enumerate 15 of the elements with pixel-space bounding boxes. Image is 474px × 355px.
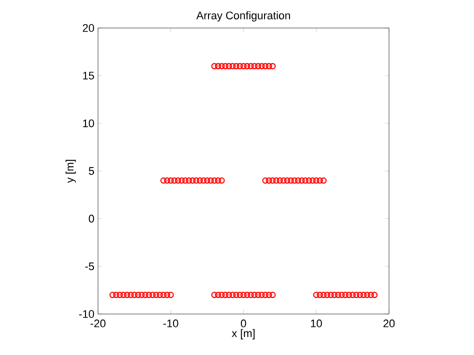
y-axis-title: y [m]	[66, 160, 76, 183]
x-tick-label: 10	[310, 320, 322, 328]
y-tick-label: -5	[85, 262, 94, 270]
y-tick-label: 0	[88, 214, 94, 223]
x-tick-label: -20	[90, 320, 106, 328]
y-tick-label: 10	[83, 119, 94, 128]
x-tick-label: 0	[240, 320, 246, 328]
x-tick-label: 20	[383, 320, 395, 328]
x-axis-title: x [m]	[232, 329, 255, 340]
x-tick-label: -10	[163, 320, 178, 328]
y-tick-label: -10	[79, 310, 94, 318]
y-tick-label: 5	[88, 167, 94, 175]
y-tick-label: 15	[83, 72, 94, 80]
y-tick-label: 20	[82, 24, 94, 32]
chart-title: Array Configuration	[196, 11, 290, 22]
